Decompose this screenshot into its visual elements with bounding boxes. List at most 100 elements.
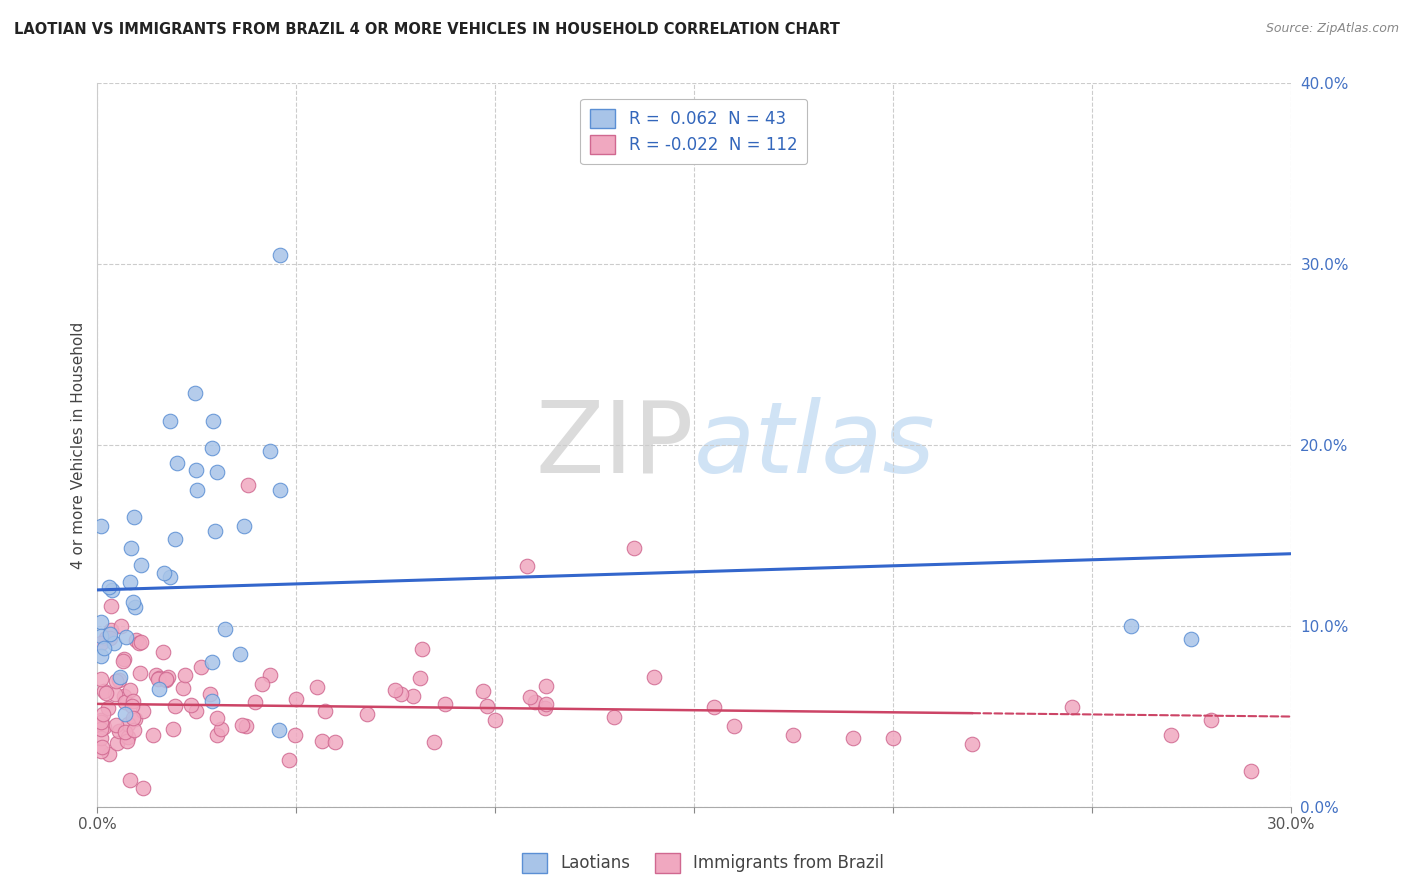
Point xyxy=(124,712,146,726)
Point xyxy=(484,713,506,727)
Point xyxy=(277,753,299,767)
Point xyxy=(122,510,145,524)
Point xyxy=(132,781,155,796)
Point xyxy=(122,723,145,737)
Point xyxy=(534,679,557,693)
Point xyxy=(94,631,117,645)
Point xyxy=(90,649,112,664)
Point xyxy=(235,719,257,733)
Point xyxy=(962,737,984,751)
Point xyxy=(519,690,541,704)
Point xyxy=(128,635,150,649)
Point xyxy=(782,728,804,742)
Point xyxy=(117,731,139,745)
Point xyxy=(384,682,406,697)
Point xyxy=(471,684,494,698)
Point xyxy=(159,413,181,427)
Point xyxy=(174,668,197,682)
Point xyxy=(121,699,143,714)
Point xyxy=(93,720,115,734)
Point xyxy=(129,635,152,649)
Point xyxy=(90,731,112,745)
Point xyxy=(132,704,155,718)
Point xyxy=(115,734,138,748)
Point xyxy=(204,524,226,538)
Point xyxy=(103,687,125,701)
Point xyxy=(184,385,207,400)
Point xyxy=(201,693,224,707)
Text: LAOTIAN VS IMMIGRANTS FROM BRAZIL 4 OR MORE VEHICLES IN HOUSEHOLD CORRELATION CH: LAOTIAN VS IMMIGRANTS FROM BRAZIL 4 OR M… xyxy=(14,22,839,37)
Point xyxy=(184,704,207,718)
Point xyxy=(108,723,131,738)
Point xyxy=(115,630,138,644)
Point xyxy=(120,574,142,589)
Point xyxy=(148,672,170,686)
Point xyxy=(114,707,136,722)
Point xyxy=(214,622,236,636)
Point xyxy=(1199,713,1222,727)
Point xyxy=(269,723,291,737)
Point xyxy=(269,248,291,262)
Point xyxy=(101,583,124,598)
Point xyxy=(536,697,558,711)
Text: atlas: atlas xyxy=(695,397,935,493)
Point xyxy=(145,668,167,682)
Point xyxy=(114,695,136,709)
Point xyxy=(243,695,266,709)
Text: ZIP: ZIP xyxy=(536,397,695,493)
Point xyxy=(882,731,904,746)
Point xyxy=(104,673,127,688)
Point xyxy=(475,699,498,714)
Point xyxy=(180,698,202,712)
Point xyxy=(155,672,177,686)
Point xyxy=(269,483,291,498)
Point xyxy=(124,599,146,614)
Point xyxy=(165,533,187,547)
Point xyxy=(200,442,222,456)
Point xyxy=(231,718,253,732)
Point xyxy=(1180,632,1202,646)
Point xyxy=(323,734,346,748)
Point xyxy=(103,636,125,650)
Point xyxy=(314,704,336,718)
Point xyxy=(209,722,232,736)
Point xyxy=(121,595,143,609)
Legend: R =  0.062  N = 43, R = -0.022  N = 112: R = 0.062 N = 43, R = -0.022 N = 112 xyxy=(581,99,807,164)
Point xyxy=(163,698,186,713)
Point xyxy=(90,713,112,727)
Point xyxy=(1160,728,1182,742)
Point xyxy=(311,734,333,748)
Point xyxy=(433,697,456,711)
Point xyxy=(842,731,865,746)
Point xyxy=(186,483,208,498)
Point xyxy=(98,747,121,761)
Point xyxy=(100,599,122,613)
Point xyxy=(423,735,446,749)
Point xyxy=(186,463,208,477)
Point xyxy=(207,711,229,725)
Point xyxy=(118,683,141,698)
Point xyxy=(90,615,112,629)
Point xyxy=(128,665,150,680)
Point xyxy=(516,559,538,574)
Point xyxy=(284,692,307,706)
Legend: Laotians, Immigrants from Brazil: Laotians, Immigrants from Brazil xyxy=(515,847,891,880)
Point xyxy=(152,566,174,581)
Point xyxy=(105,718,128,732)
Point xyxy=(409,671,432,685)
Point xyxy=(229,647,252,661)
Point xyxy=(157,671,180,685)
Point xyxy=(252,677,274,691)
Point xyxy=(1060,700,1083,714)
Point xyxy=(108,673,131,688)
Point xyxy=(205,728,228,742)
Point xyxy=(114,725,136,739)
Point xyxy=(534,701,557,715)
Y-axis label: 4 or more Vehicles in Household: 4 or more Vehicles in Household xyxy=(72,322,86,569)
Point xyxy=(112,654,135,668)
Point xyxy=(205,466,228,480)
Point xyxy=(90,636,112,650)
Point xyxy=(97,580,120,594)
Point xyxy=(96,686,118,700)
Point xyxy=(623,541,645,556)
